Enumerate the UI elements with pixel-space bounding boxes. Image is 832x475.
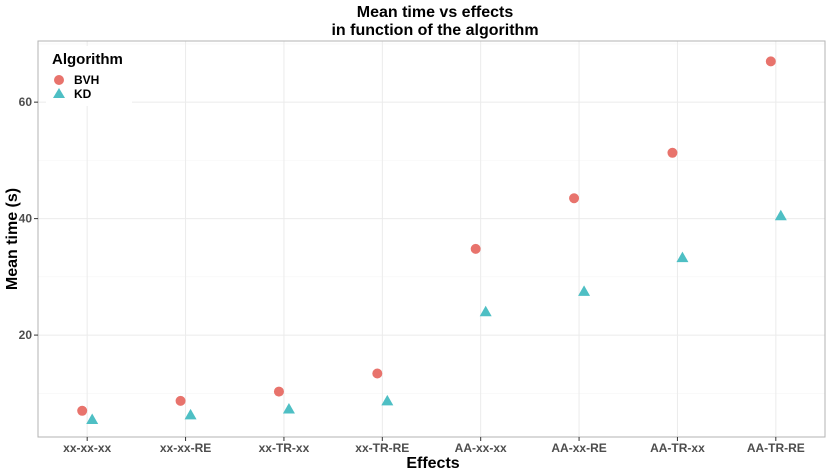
- y-tick-label: 60: [19, 95, 33, 109]
- chart-title-line-2: in function of the algorithm: [331, 22, 538, 39]
- point-bvh: [372, 368, 383, 379]
- x-tick-label: xx-xx-xx: [63, 441, 111, 455]
- legend-label-bvh: BVH: [74, 73, 99, 87]
- x-tick-label: xx-TR-xx: [259, 441, 310, 455]
- x-tick-label: AA-TR-xx: [650, 441, 705, 455]
- point-kd: [86, 413, 99, 425]
- chart-title-line-1: Mean time vs effects: [357, 4, 514, 21]
- y-tick-label: 40: [19, 212, 33, 226]
- legend-label-kd: KD: [74, 87, 92, 101]
- x-axis-ticks: xx-xx-xx xx-xx-RE xx-TR-xx xx-TR-RE AA-xx-xx…: [63, 437, 805, 455]
- point-kd: [774, 209, 787, 221]
- point-kd: [282, 403, 295, 414]
- data-points: [77, 56, 787, 425]
- plot-panel-border: [37, 40, 826, 438]
- legend-title: Algorithm: [52, 51, 123, 68]
- point-kd: [184, 408, 197, 420]
- legend: Algorithm BVH KD: [46, 46, 132, 106]
- x-tick-label: AA-TR-RE: [747, 441, 805, 455]
- point-bvh: [273, 386, 284, 397]
- point-bvh: [175, 395, 186, 406]
- point-kd: [578, 285, 591, 296]
- point-bvh: [667, 147, 678, 158]
- gridlines: [38, 41, 825, 437]
- x-tick-label: AA-xx-xx: [455, 441, 507, 455]
- point-kd: [381, 394, 394, 406]
- x-tick-label: xx-TR-RE: [355, 441, 409, 455]
- x-tick-label: xx-xx-RE: [160, 441, 211, 455]
- point-bvh: [77, 405, 88, 416]
- point-bvh: [765, 56, 776, 67]
- point-kd: [479, 305, 492, 317]
- point-kd: [676, 251, 689, 263]
- point-bvh: [470, 243, 481, 254]
- x-tick-label: AA-xx-RE: [551, 441, 606, 455]
- y-axis-ticks: 20 40 60: [19, 95, 38, 342]
- legend-key-kd: [53, 88, 65, 98]
- point-bvh: [569, 193, 580, 204]
- y-axis-title: Mean time (s): [4, 188, 21, 290]
- legend-key-bvh: [54, 75, 64, 85]
- y-tick-label: 20: [19, 328, 33, 342]
- x-axis-title: Effects: [406, 455, 459, 472]
